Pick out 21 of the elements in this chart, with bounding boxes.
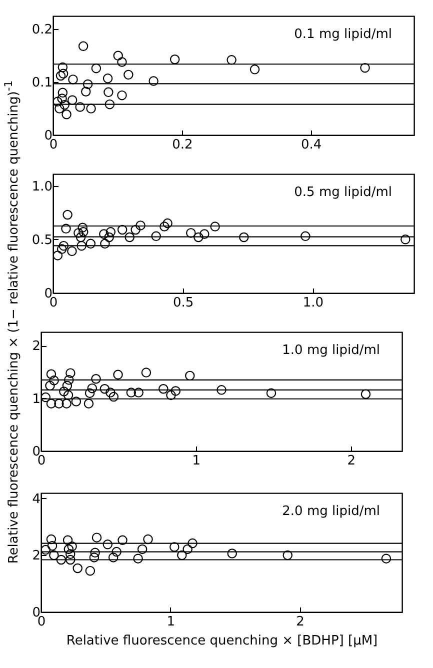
x-tick-label: 1.0	[302, 296, 324, 310]
y-tick-label: 2	[32, 548, 40, 564]
x-tick-label: 2	[347, 454, 356, 468]
x-tick-label: 1	[192, 454, 201, 468]
annotation: 0.5 mg lipid/ml	[294, 185, 392, 200]
x-axis-title: Relative fluorescence quenching × [BDHP] [μM]	[66, 634, 378, 648]
x-tick-label: 1	[166, 614, 176, 630]
x-tick-label: 0.4	[301, 138, 322, 152]
y-tick-label: 1.0	[32, 179, 52, 194]
x-tick-label: 0.5	[173, 296, 194, 310]
y-tick-label: 1	[32, 392, 40, 407]
y-tick-label: 0.1	[32, 76, 52, 91]
y-tick-label: 2	[32, 339, 40, 354]
annotation: 1.0 mg lipid/ml	[282, 343, 380, 358]
y-tick-label: 0.2	[32, 22, 52, 38]
x-tick-label: 0.2	[172, 138, 193, 152]
y-tick-label: 4	[32, 492, 40, 507]
x-tick-label: 2	[296, 614, 304, 630]
annotation: 2.0 mg lipid/ml	[282, 504, 380, 519]
annotation: 0.1 mg lipid/ml	[294, 27, 392, 42]
y-tick-label: 0.5	[32, 232, 52, 248]
